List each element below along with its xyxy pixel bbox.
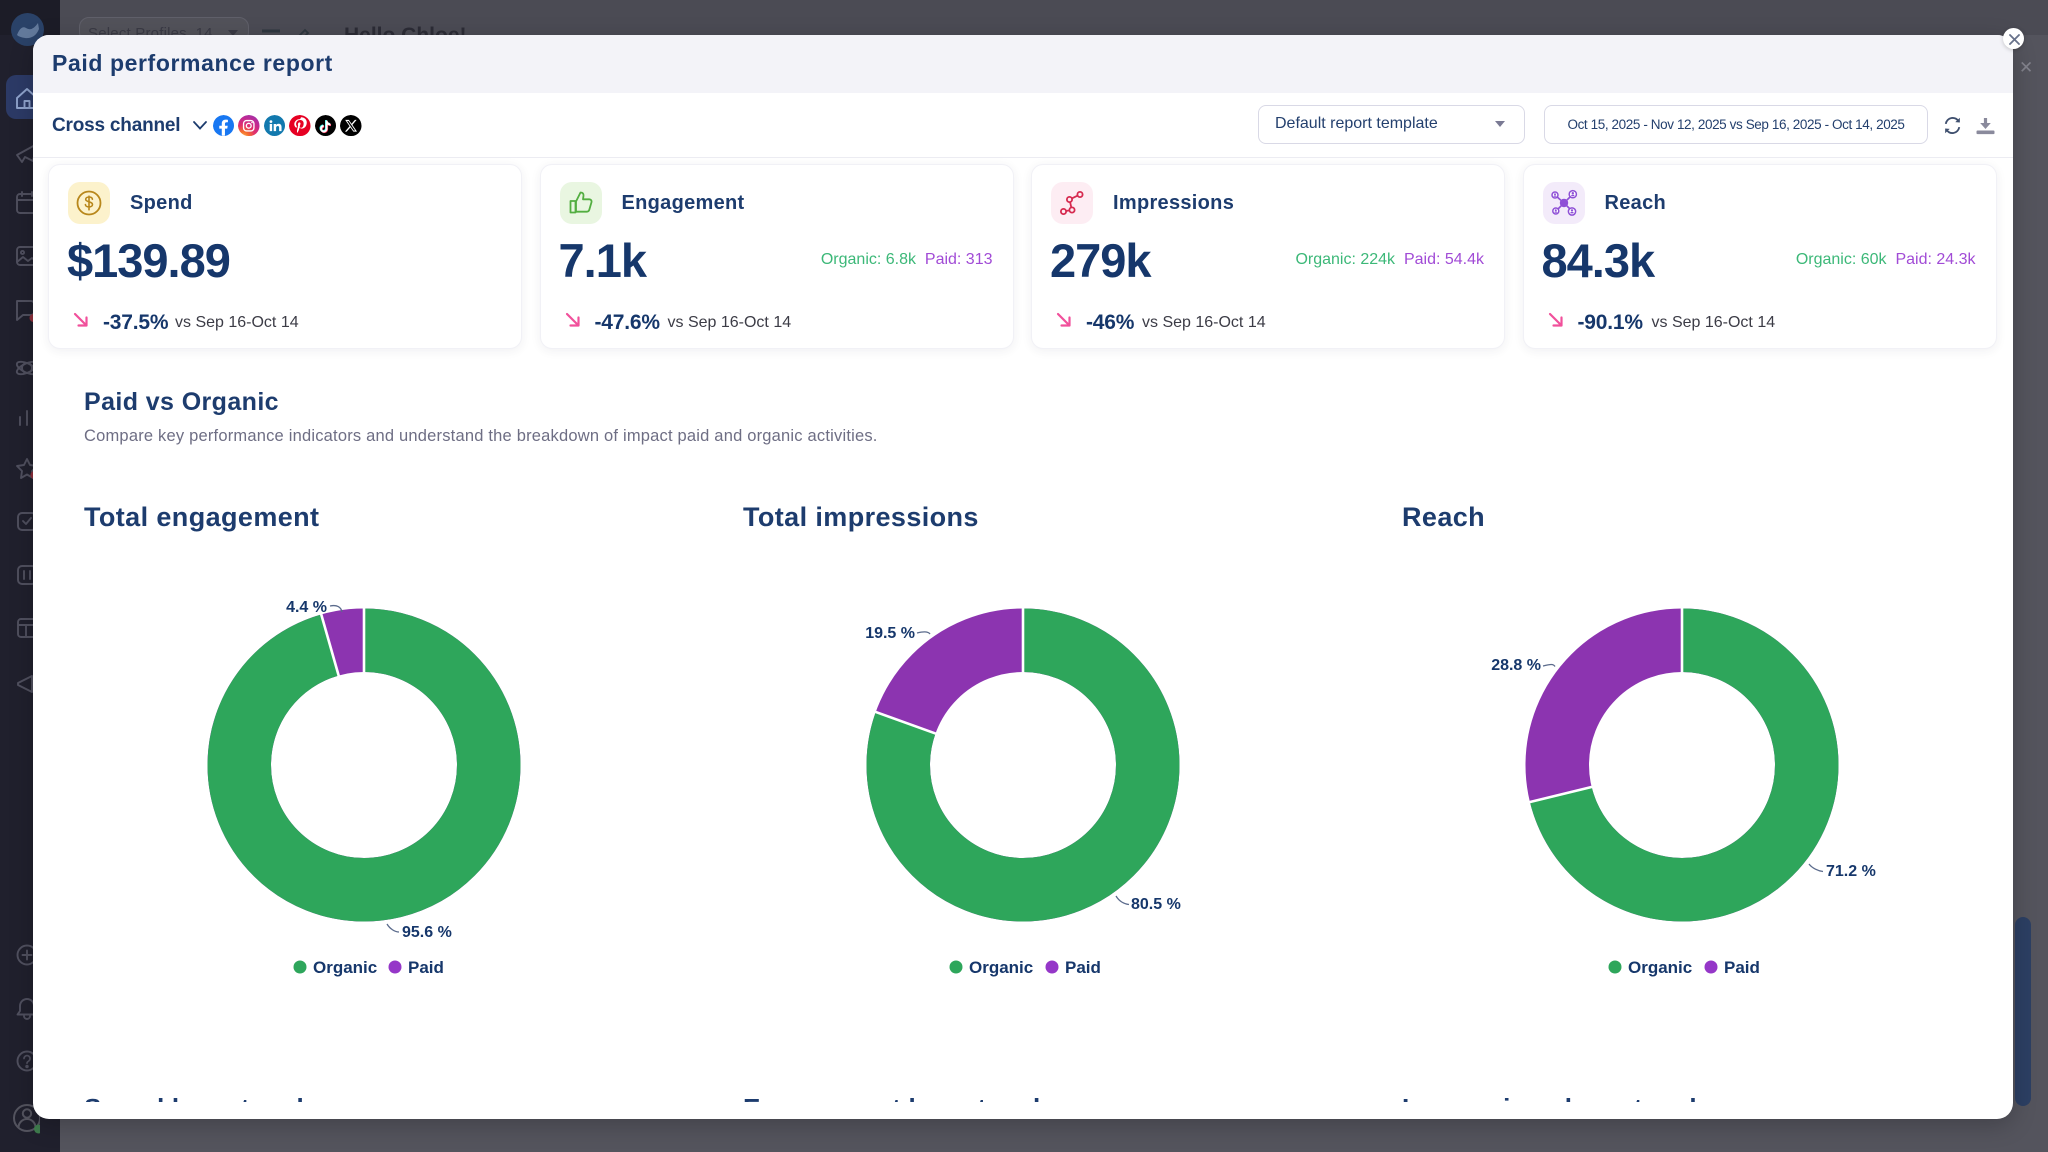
svg-text:Organic: Organic (313, 958, 377, 977)
svg-text:95.6 %: 95.6 % (402, 924, 452, 941)
svg-text:Organic: Organic (1628, 958, 1692, 977)
svg-text:Paid: Paid (1724, 958, 1760, 977)
svg-text:28.8 %: 28.8 % (1491, 657, 1541, 674)
svg-text:4.4 %: 4.4 % (286, 599, 327, 616)
svg-text:Organic: Organic (969, 958, 1033, 977)
svg-text:80.5 %: 80.5 % (1131, 896, 1181, 913)
svg-text:71.2 %: 71.2 % (1826, 863, 1876, 880)
svg-text:19.5 %: 19.5 % (865, 625, 915, 642)
svg-text:Paid: Paid (1065, 958, 1101, 977)
svg-text:Paid: Paid (408, 958, 444, 977)
